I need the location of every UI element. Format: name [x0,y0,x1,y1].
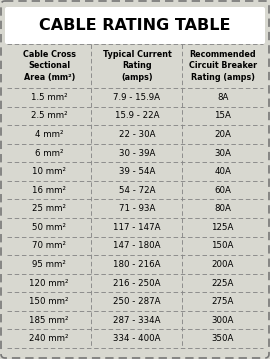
Text: 60A: 60A [214,186,231,195]
Text: 40A: 40A [214,167,231,176]
Text: Typical Current
Rating
(amps): Typical Current Rating (amps) [103,50,171,81]
Text: 117 - 147A: 117 - 147A [113,223,161,232]
Text: 240 mm²: 240 mm² [29,334,69,343]
Text: 15.9 - 22A: 15.9 - 22A [115,111,159,120]
Text: 185 mm²: 185 mm² [29,316,69,325]
Text: 80A: 80A [214,204,231,213]
Text: 71 - 93A: 71 - 93A [119,204,155,213]
Text: 125A: 125A [211,223,234,232]
Text: 287 - 334A: 287 - 334A [113,316,161,325]
Text: 200A: 200A [211,260,234,269]
Text: Recommended
Circuit Breaker
Rating (amps): Recommended Circuit Breaker Rating (amps… [189,50,257,81]
Text: 4 mm²: 4 mm² [35,130,63,139]
Text: 147 - 180A: 147 - 180A [113,241,161,250]
Text: 16 mm²: 16 mm² [32,186,66,195]
Text: 15A: 15A [214,111,231,120]
Text: 300A: 300A [211,316,234,325]
Text: 225A: 225A [211,279,234,288]
Text: 2.5 mm²: 2.5 mm² [31,111,68,120]
Text: 95 mm²: 95 mm² [32,260,66,269]
Text: 1.5 mm²: 1.5 mm² [31,93,68,102]
Text: Cable Cross
Sectional
Area (mm²): Cable Cross Sectional Area (mm²) [23,50,76,81]
Text: 50 mm²: 50 mm² [32,223,66,232]
Text: 250 - 287A: 250 - 287A [113,297,161,306]
Text: 20A: 20A [214,130,231,139]
Text: 70 mm²: 70 mm² [32,241,66,250]
Text: 350A: 350A [211,334,234,343]
Text: CABLE RATING TABLE: CABLE RATING TABLE [39,18,231,33]
Text: 22 - 30A: 22 - 30A [119,130,155,139]
Text: 10 mm²: 10 mm² [32,167,66,176]
FancyBboxPatch shape [5,7,265,44]
Text: 39 - 54A: 39 - 54A [119,167,155,176]
Text: 180 - 216A: 180 - 216A [113,260,161,269]
Text: 6 mm²: 6 mm² [35,149,63,158]
Text: 8A: 8A [217,93,228,102]
Text: 25 mm²: 25 mm² [32,204,66,213]
Text: 120 mm²: 120 mm² [29,279,69,288]
Text: 150 mm²: 150 mm² [29,297,69,306]
Text: 216 - 250A: 216 - 250A [113,279,161,288]
Text: 30 - 39A: 30 - 39A [119,149,155,158]
Text: 150A: 150A [211,241,234,250]
Text: 30A: 30A [214,149,231,158]
Text: 275A: 275A [211,297,234,306]
Text: 334 - 400A: 334 - 400A [113,334,161,343]
Text: 7.9 - 15.9A: 7.9 - 15.9A [113,93,160,102]
Text: 54 - 72A: 54 - 72A [119,186,155,195]
